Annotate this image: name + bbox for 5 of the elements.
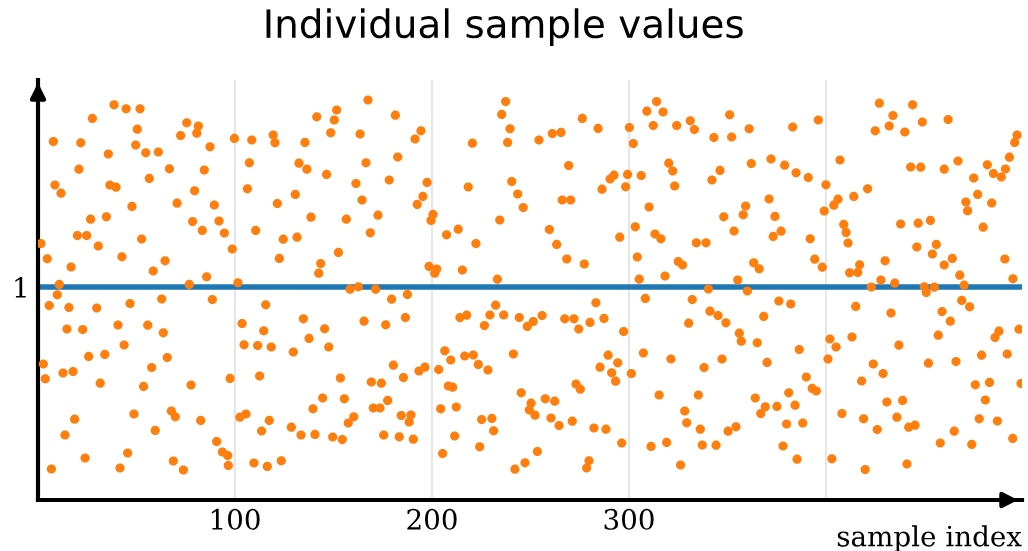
chart-title: Individual sample values [266, 8, 743, 46]
x-tick-label: 100 [211, 508, 260, 530]
ref-line-label: 1 [15, 276, 26, 298]
x-tick-label: 300 [604, 508, 654, 530]
x-tick-label: 200 [407, 508, 457, 530]
